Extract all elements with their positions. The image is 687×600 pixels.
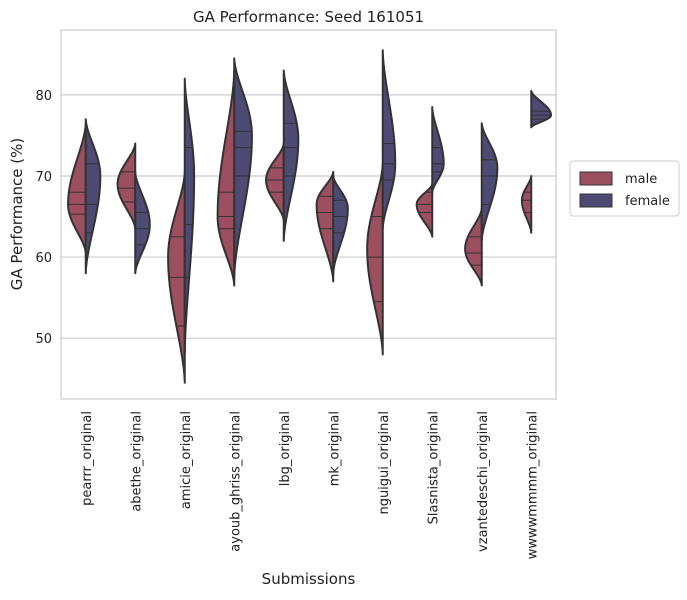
x-axis-label: Submissions bbox=[262, 570, 356, 588]
violin-male-abethe_original bbox=[116, 142, 137, 230]
chart-title: GA Performance: Seed 161051 bbox=[193, 8, 424, 26]
violin-female-wwwwmmmm_original bbox=[530, 89, 552, 129]
violin-male-Slasnista_original bbox=[415, 183, 434, 238]
grid bbox=[61, 94, 556, 339]
legend: male female bbox=[569, 160, 680, 217]
violin-male-nguigui_original bbox=[366, 162, 384, 356]
violin-female-pearrr_original bbox=[84, 118, 102, 275]
violin-male-wwwwmmmm_original bbox=[520, 174, 533, 234]
violin-female-nguigui_original bbox=[381, 49, 397, 230]
y-tick-label: 70 bbox=[35, 170, 52, 185]
x-tick-label: lbg_original bbox=[278, 411, 293, 486]
y-tick-label: 80 bbox=[35, 89, 52, 104]
legend-swatch-female bbox=[579, 193, 613, 208]
x-tick-label: wwwwmmmm_original bbox=[525, 411, 540, 559]
y-tick-label: 50 bbox=[35, 332, 52, 347]
x-tick-label: ayoub_ghriss_original bbox=[228, 411, 243, 552]
y-axis-label: GA Performance (%) bbox=[8, 138, 26, 290]
legend-label-male: male bbox=[625, 172, 657, 187]
violin-female-abethe_original bbox=[134, 170, 151, 275]
x-tick-label: abethe_original bbox=[129, 411, 144, 512]
violin-male-lbg_original bbox=[265, 142, 285, 222]
violins bbox=[67, 49, 552, 384]
violin-female-lbg_original bbox=[282, 69, 300, 242]
x-tick-labels: pearrr_original abethe_original amicie_ori… bbox=[80, 411, 540, 559]
x-tick-label: pearrr_original bbox=[80, 411, 95, 506]
x-tick-label: amicie_original bbox=[179, 411, 194, 509]
legend-label-female: female bbox=[625, 194, 670, 209]
violin-male-mk_original bbox=[315, 170, 335, 283]
violin-male-ayoub_ghriss_original bbox=[216, 69, 236, 287]
y-tick-label: 60 bbox=[35, 251, 52, 266]
x-tick-label: vzantedeschi_original bbox=[476, 411, 491, 552]
legend-swatch-male bbox=[579, 171, 613, 186]
violin-male-pearrr_original bbox=[67, 122, 87, 255]
x-tick-label: Slasnista_original bbox=[426, 411, 441, 524]
x-tick-label: mk_original bbox=[327, 411, 342, 486]
violin-female-Slasnista_original bbox=[431, 106, 445, 194]
x-tick-label: nguigui_original bbox=[377, 411, 392, 515]
violin-female-ayoub_ghriss_original bbox=[233, 57, 253, 279]
plot-border bbox=[60, 29, 557, 400]
violin-female-vzantedeschi_original bbox=[480, 122, 499, 242]
y-tick-labels: 50 60 70 80 bbox=[35, 89, 52, 347]
violin-male-vzantedeschi_original bbox=[464, 207, 483, 287]
